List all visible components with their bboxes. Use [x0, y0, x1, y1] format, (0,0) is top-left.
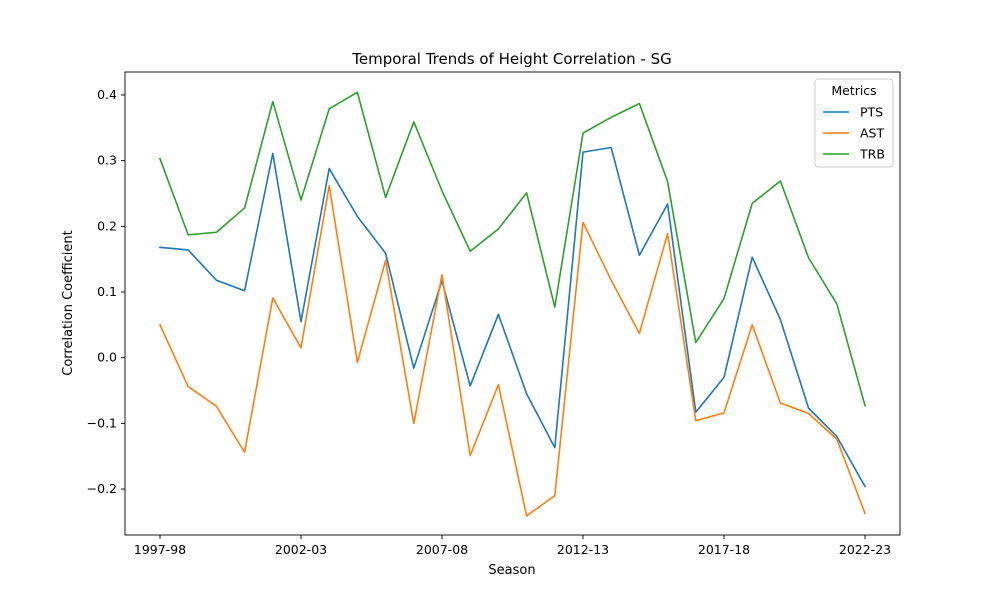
x-tick-label: 2012-13 [557, 542, 609, 557]
series-line-trb [158, 91, 866, 407]
x-tick-label: 2007-08 [416, 542, 468, 557]
x-tick-label: 1997-98 [134, 542, 186, 557]
legend-label-pts: PTS [860, 105, 883, 120]
x-tick-label: 2022-23 [839, 542, 891, 557]
legend-label-trb: TRB [859, 147, 885, 162]
axes-frame [124, 71, 901, 536]
plot-area: −0.2 −0.1 0.0 0.1 0.2 0.3 0.4 1997-98 2002-03 200… [87, 71, 901, 557]
y-tick-label: 0.0 [97, 350, 117, 365]
y-tick-label: 0.3 [97, 153, 117, 168]
series-line-pts [159, 146, 867, 488]
y-tick-label: 0.4 [97, 87, 117, 102]
legend-title: Metrics [831, 83, 876, 98]
y-tick-label: −0.2 [87, 481, 117, 496]
legend: Metrics PTS AST TRB [814, 78, 894, 168]
y-tick-label: 0.2 [97, 218, 117, 233]
x-axis-label: Season [488, 563, 535, 578]
chart-title: Temporal Trends of Height Correlation - … [351, 50, 671, 68]
legend-box [814, 78, 894, 168]
series-line-ast [158, 184, 867, 517]
y-tick-label: 0.1 [97, 284, 117, 299]
y-axis-label: Correlation Coefficient [61, 230, 76, 376]
legend-label-ast: AST [860, 126, 884, 141]
x-tick-label: 2017-18 [698, 542, 750, 557]
x-tick-label: 2002-03 [275, 542, 327, 557]
y-tick-label: −0.1 [87, 415, 117, 430]
